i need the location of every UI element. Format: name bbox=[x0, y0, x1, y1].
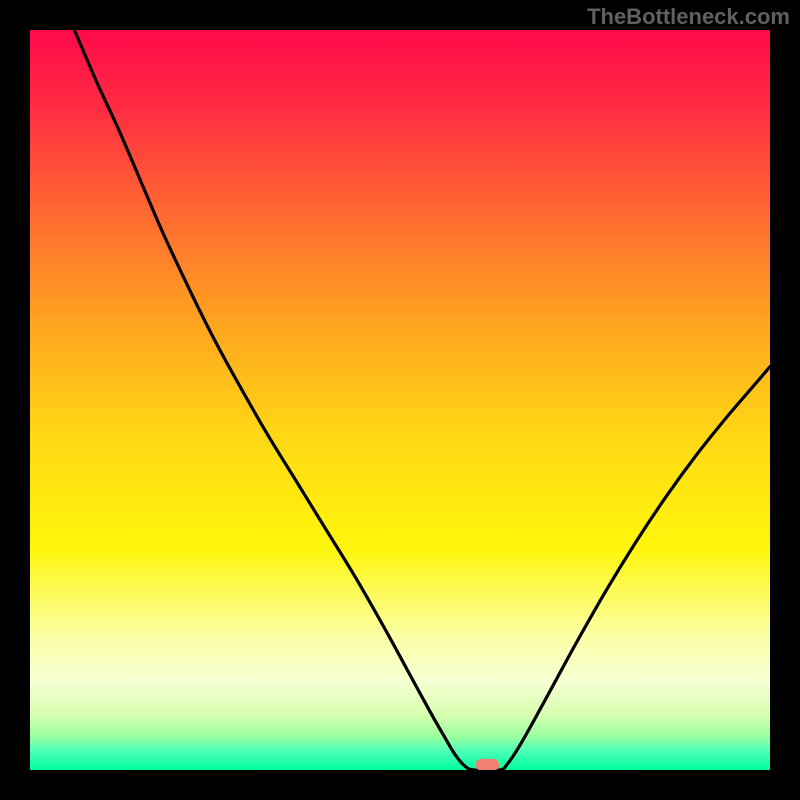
plot-area bbox=[30, 30, 770, 770]
watermark-text: TheBottleneck.com bbox=[587, 4, 790, 30]
optimal-point-marker bbox=[475, 759, 499, 770]
bottleneck-curve-chart bbox=[30, 30, 770, 770]
chart-container: TheBottleneck.com bbox=[0, 0, 800, 800]
